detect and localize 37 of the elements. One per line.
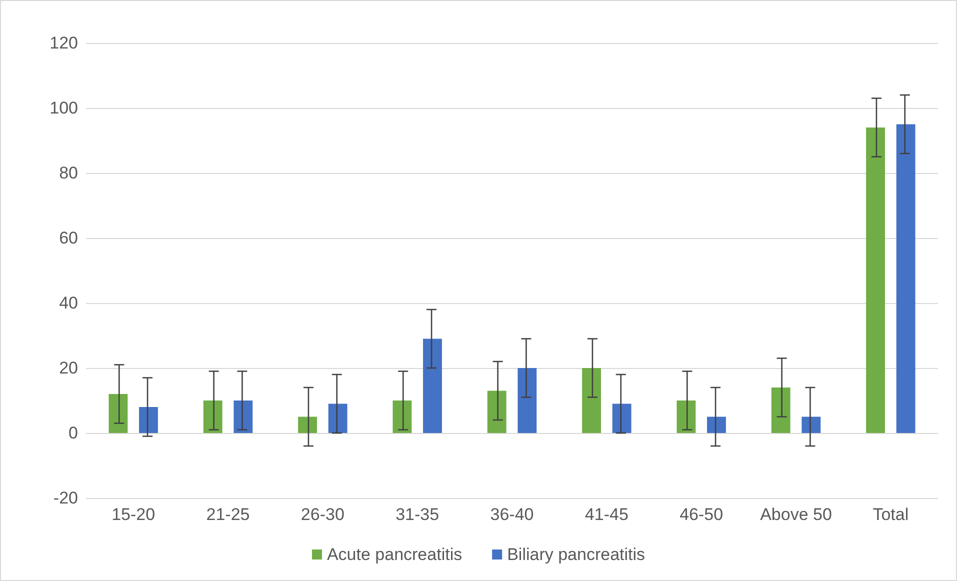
bar <box>612 404 632 433</box>
y-tick-label: 100 <box>50 98 78 118</box>
y-tick-label: 120 <box>50 34 78 52</box>
bar <box>896 124 916 433</box>
bar <box>203 400 222 433</box>
bar <box>802 416 821 433</box>
y-tick-label: 60 <box>59 228 78 248</box>
legend-label: Acute pancreatitis <box>326 545 462 564</box>
bar <box>866 128 885 433</box>
y-tick-label: -20 <box>53 488 78 508</box>
x-tick-label: Total <box>872 505 909 524</box>
x-tick-label: 46-50 <box>680 505 724 524</box>
bar <box>487 390 506 433</box>
bar <box>423 338 442 433</box>
bar <box>582 368 601 433</box>
bar <box>234 400 253 433</box>
bar <box>328 404 348 433</box>
bar <box>771 388 790 433</box>
y-tick-label: 40 <box>59 294 78 312</box>
bar <box>518 368 537 433</box>
bar <box>139 407 158 433</box>
y-tick-label: 0 <box>68 424 78 442</box>
x-tick-label: Above 50 <box>760 505 832 524</box>
x-tick-label: 31-35 <box>396 505 440 524</box>
bar <box>108 394 128 433</box>
x-tick-label: 36-40 <box>490 505 534 524</box>
bar <box>298 416 317 433</box>
y-tick-label: 80 <box>59 164 78 182</box>
x-tick-label: 41-45 <box>584 505 628 524</box>
bar <box>392 400 412 433</box>
legend-label: Biliary pancreatitis <box>507 545 646 564</box>
x-tick-label: 26-30 <box>300 505 344 524</box>
x-tick-label: 21-25 <box>206 505 250 524</box>
x-tick-label: 15-20 <box>112 505 156 524</box>
bar <box>707 416 726 433</box>
bar <box>676 400 696 433</box>
y-tick-label: 20 <box>59 358 78 378</box>
